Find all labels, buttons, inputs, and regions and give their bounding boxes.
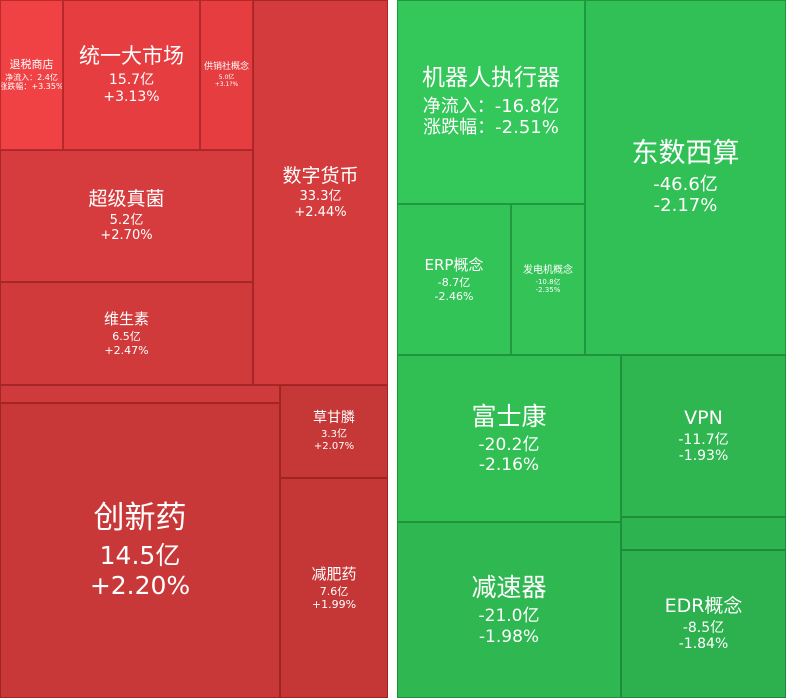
tile-flow: -8.5亿 [682,619,725,636]
tile-name: 富士康 [471,401,547,431]
tile-name: 供销社概念 [203,61,249,72]
tile-name: ERP概念 [424,256,484,275]
tile-flow: -46.6亿 [653,173,718,195]
tile-flow: -20.2亿 [478,434,540,455]
tile-name: 退税商店 [9,58,54,72]
treemap-tile[interactable]: 减速器 -21.0亿 -1.98% [397,522,621,698]
treemap-tile[interactable]: EDR概念 -8.5亿 -1.84% [621,550,786,698]
treemap-tile[interactable]: 统一大市场 15.7亿 +3.13% [63,0,200,150]
treemap-tile[interactable]: 创新药 14.5亿 +2.20% [0,403,280,698]
treemap-tile[interactable]: 富士康 -20.2亿 -2.16% [397,355,621,522]
tile-change: +2.20% [89,571,191,601]
tile-change: +2.70% [100,228,153,244]
treemap-tile[interactable]: 超级真菌 5.2亿 +2.70% [0,150,253,282]
treemap-tile[interactable]: 草甘膦 3.3亿 +2.07% [280,385,388,478]
tile-flow: 5.0亿 [218,73,235,81]
treemap-tile-minor[interactable] [0,385,280,403]
treemap-tile[interactable]: VPN -11.7亿 -1.93% [621,355,786,517]
treemap-tile[interactable]: 供销社概念 5.0亿 +3.1?% [200,0,253,150]
tile-flow: 6.5亿 [112,330,141,344]
treemap-tile[interactable]: ERP概念 -8.7亿 -2.46% [397,204,511,355]
tile-name: 创新药 [93,499,187,536]
tile-change: +2.07% [313,440,355,452]
tile-flow: 3.3亿 [321,428,347,440]
tile-flow: -8.7亿 [437,276,471,290]
tile-change: -1.93% [678,448,729,465]
treemap-tile-minor[interactable] [621,517,786,550]
tile-name: EDR概念 [664,594,743,617]
tile-name: 数字货币 [282,164,359,187]
tile-name: 机器人执行器 [422,65,560,92]
tile-change: -1.98% [478,626,540,647]
tile-flow: 净流入：2.4亿 [5,72,58,82]
treemap-gainers: 退税商店 净流入：2.4亿 涨跌幅：+3.35% 统一大市场 15.7亿 +3.13% 供销… [0,0,388,698]
tile-name: VPN [684,406,723,429]
tile-flow: -11.7亿 [678,431,729,448]
tile-name: 发电机概念 [523,264,573,276]
tile-change: +2.47% [104,343,149,357]
treemap-decliners: 机器人执行器 净流入：-16.8亿 涨跌幅：-2.51% 东数西算 -46.6亿 -2.1… [397,0,786,698]
tile-flow: -21.0亿 [478,606,540,627]
treemap-tile[interactable]: 发电机概念 -10.8亿 -2.35% [511,204,585,355]
tile-change: 涨跌幅：+3.35% [0,82,63,92]
treemap-tile[interactable]: 东数西算 -46.6亿 -2.17% [585,0,786,355]
tile-flow: 7.6亿 [319,584,349,598]
tile-flow: 净流入：-16.8亿 [422,95,560,117]
tile-change: +3.1?% [214,80,239,88]
tile-name: 减速器 [471,573,547,603]
tile-flow: 15.7亿 [108,72,155,89]
tile-name: 超级真菌 [88,188,165,210]
tile-change: -2.16% [478,455,540,475]
tile-flow: 33.3亿 [299,189,342,205]
tile-change: -2.46% [434,289,474,303]
tile-change: +2.44% [294,204,347,220]
tile-change: -1.84% [678,636,729,653]
tile-flow: 14.5亿 [99,541,181,571]
tile-name: 东数西算 [631,138,740,170]
tile-name: 减肥药 [311,564,357,583]
tile-change: +3.13% [103,89,160,106]
treemap-tile[interactable]: 维生素 6.5亿 +2.47% [0,282,253,385]
treemap-tile[interactable]: 机器人执行器净流入：-16.8亿 涨跌幅：-2.51% [397,0,585,204]
tile-change: 涨跌幅：-2.51% [423,117,559,139]
tile-change: +1.99% [311,598,357,611]
tile-flow: -10.8亿 [535,277,561,286]
tile-name: 草甘膦 [313,410,355,427]
tile-flow: 5.2亿 [109,212,144,228]
tile-change: -2.17% [653,195,718,217]
tile-name: 统一大市场 [79,44,184,69]
tile-name: 维生素 [103,310,149,329]
treemap-tile[interactable]: 退税商店 净流入：2.4亿 涨跌幅：+3.35% [0,0,63,150]
treemap-tile[interactable]: 数字货币 33.3亿 +2.44% [253,0,388,385]
treemap-tile[interactable]: 减肥药 7.6亿 +1.99% [280,478,388,698]
tile-change: -2.35% [535,286,561,294]
